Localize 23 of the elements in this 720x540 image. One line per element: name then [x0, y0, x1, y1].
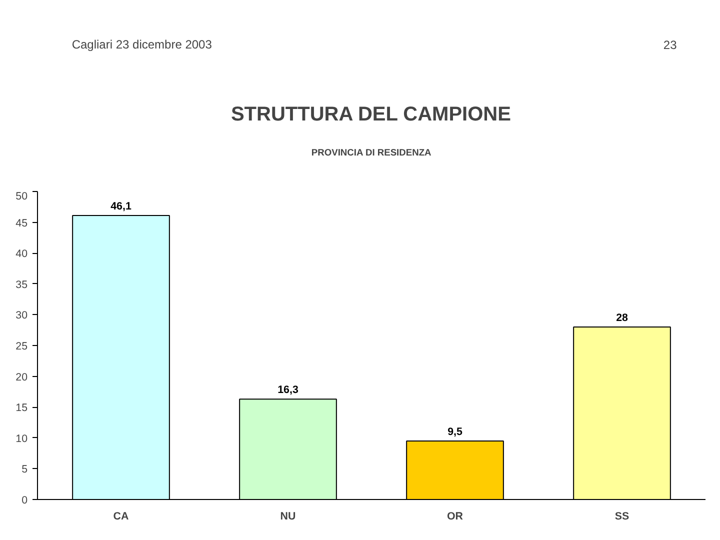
y-tick-label: 35 — [16, 278, 28, 291]
y-tick-label: 0 — [22, 494, 28, 506]
y-tick-label: 25 — [16, 340, 28, 352]
x-tick-label: NU — [280, 510, 296, 522]
y-tick-label: 40 — [16, 248, 28, 260]
x-tick-label: SS — [614, 510, 630, 522]
y-tick-label: 45 — [16, 217, 28, 230]
y-tick-label: 15 — [16, 402, 28, 414]
data-label: 9,5 — [448, 426, 462, 438]
chart-subtitle: PROVINCIA DI RESIDENZA — [311, 148, 432, 158]
y-tick-label: 5 — [22, 464, 28, 476]
y-tick-label: 10 — [16, 432, 28, 445]
y-tick-label: 30 — [16, 310, 28, 322]
x-tick-label: OR — [447, 510, 464, 522]
y-tick-label: 20 — [16, 371, 28, 384]
data-label: 46,1 — [110, 200, 132, 213]
data-label: 16,3 — [278, 384, 298, 396]
text: Cagliari 23 dicembre 2003 — [72, 38, 212, 52]
x-tick-label: CA — [113, 510, 129, 522]
text: 23 — [663, 38, 678, 52]
data-label: 28 — [616, 312, 628, 324]
y-tick-label: 50 — [16, 190, 28, 202]
chart-title: STRUTTURA DEL CAMPIONE — [230, 104, 511, 126]
